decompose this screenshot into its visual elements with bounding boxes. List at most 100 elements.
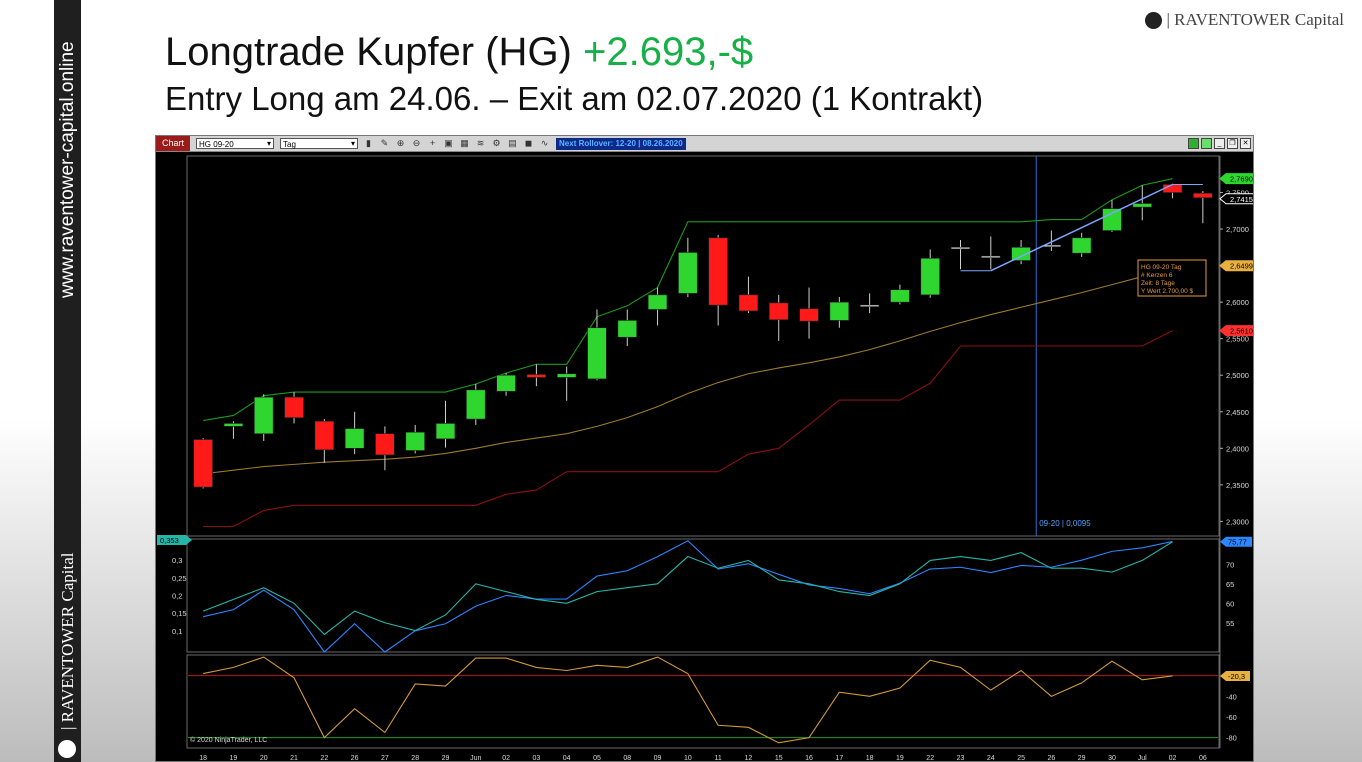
zoom-in-icon[interactable]: ⊕	[396, 138, 405, 148]
date-tick-label: 19	[230, 755, 238, 761]
chart-trader-icon[interactable]: ∿	[540, 138, 549, 148]
adx-tick-label: 0,25	[172, 574, 187, 583]
price-tick-label: 2,7500	[1226, 189, 1249, 198]
period-select[interactable]: Tag	[280, 138, 359, 149]
williams-tick-label: -40	[1226, 692, 1237, 701]
date-tick-label: 02	[1169, 755, 1177, 761]
price-chart[interactable]: 09-20 | 0,0095 HG 09-20 Tag# Kerzen 6Zeit…	[156, 152, 1253, 761]
restore-icon[interactable]: ❐	[1227, 138, 1238, 149]
panel-frame	[186, 654, 1220, 749]
candle-body	[1102, 208, 1122, 231]
candle-body	[617, 320, 637, 338]
date-tick-label: 04	[563, 755, 571, 761]
instrument-select[interactable]: HG 09-20	[196, 138, 275, 149]
date-tick-label: 28	[411, 755, 419, 761]
candle-body	[526, 374, 547, 378]
adx-value-flag	[157, 535, 192, 545]
candle-body	[556, 373, 577, 378]
candle-body	[223, 423, 244, 427]
draw-pencil-icon[interactable]: ✎	[380, 138, 389, 148]
date-tick-label: 19	[896, 755, 904, 761]
crosshair-icon[interactable]: +	[429, 138, 436, 148]
minimize-icon[interactable]: _	[1214, 138, 1225, 149]
date-tick-label: 22	[926, 755, 934, 761]
candle-body	[708, 237, 728, 306]
date-tick-label: 09	[654, 755, 662, 761]
date-tick-label: 06	[1199, 755, 1207, 761]
trade-annotation-line: # Kerzen 6	[1141, 272, 1173, 279]
date-tick-label: 20	[260, 755, 268, 761]
bar-type-icon[interactable]: ▮	[366, 138, 371, 148]
date-tick-label: 02	[502, 755, 510, 761]
candle-body	[587, 327, 607, 380]
price-flag	[1219, 260, 1253, 272]
candle-body	[647, 294, 668, 310]
price-flag	[1219, 325, 1253, 337]
date-tick-label: 16	[805, 755, 813, 761]
candle-body	[1193, 192, 1213, 198]
price-flag-label: 2,7415	[1230, 195, 1253, 204]
snapshot-icon[interactable]: ◼	[524, 138, 533, 148]
price-tick-label: 2,3500	[1226, 481, 1249, 490]
rsi-tick-label: 60	[1226, 599, 1234, 608]
adx-tick-label: 0,2	[172, 592, 182, 601]
date-tick-label: 26	[1047, 755, 1055, 761]
data-box-icon[interactable]: ▣	[444, 138, 453, 148]
templates-icon[interactable]: ▤	[508, 138, 517, 148]
chart-toolbar: Chart HG 09-20 Tag ▮ ✎ ⊕ ⊖ + ▣ ▦ ≋ ⚙ ▤ ◼…	[156, 136, 1253, 152]
candle-body	[496, 374, 516, 392]
zoom-out-icon[interactable]: ⊖	[412, 138, 421, 148]
price-flag-label: 2,6499	[1230, 262, 1253, 271]
website-url: www.raventower-capital.online	[56, 41, 78, 298]
price-flag	[1219, 173, 1253, 185]
properties-icon[interactable]: ▦	[460, 138, 469, 148]
candle-body	[769, 302, 789, 320]
chart-label: Chart	[156, 136, 191, 151]
candle-body	[950, 247, 971, 250]
candle-body	[344, 428, 365, 449]
date-tick-label: 18	[866, 755, 874, 761]
candle-body	[314, 420, 335, 451]
price-tick-label: 2,7000	[1226, 225, 1249, 234]
price-flag	[1219, 193, 1253, 205]
strategies-icon[interactable]: ⚙	[492, 138, 501, 148]
price-tick-label: 2,4000	[1226, 444, 1249, 453]
copyright: © 2020 NinjaTrader, LLC	[190, 736, 267, 744]
donchian-upper-line	[203, 178, 1173, 422]
rollover-label: 09-20 | 0,0095	[1039, 519, 1091, 528]
rollover-notice: Next Rollover: 12-20 | 08.26.2020	[556, 137, 686, 150]
chart-window[interactable]: Chart HG 09-20 Tag ▮ ✎ ⊕ ⊖ + ▣ ▦ ≋ ⚙ ▤ ◼…	[155, 135, 1254, 762]
rsi-value-label: 75,77	[1228, 538, 1247, 547]
candle-body	[435, 423, 456, 440]
price-tick-label: 2,3000	[1226, 517, 1249, 526]
indicators-icon[interactable]: ≋	[476, 138, 485, 148]
donchian-middle-line	[203, 268, 1173, 475]
date-tick-label: 24	[987, 755, 995, 761]
rsi-tick-label: 55	[1226, 619, 1234, 628]
date-tick-label: 23	[957, 755, 965, 761]
link-color-icon-2[interactable]	[1201, 138, 1212, 149]
header-logo-text: | RAVENTOWER Capital	[1166, 10, 1345, 29]
trade-annotation-line: HG 09-20 Tag	[1141, 264, 1182, 271]
candle-body	[1162, 184, 1183, 193]
candle-body	[981, 255, 1001, 258]
date-tick-label: 29	[1078, 755, 1086, 761]
price-tick-label: 2,5500	[1226, 335, 1249, 344]
link-color-icon[interactable]	[1188, 138, 1199, 149]
candle-body	[254, 396, 274, 434]
williams-tick-label: -60	[1226, 713, 1237, 722]
window-buttons: _ ❐ ✕	[1186, 138, 1251, 149]
date-tick-label: 25	[1017, 755, 1025, 761]
close-icon[interactable]: ✕	[1240, 138, 1251, 149]
donchian-lower-line	[203, 330, 1173, 528]
page-title: Longtrade Kupfer (HG) +2.693,-$	[165, 30, 753, 75]
adx-value-label: 0,353	[160, 536, 179, 545]
price-flag-label: 2,5610	[1230, 327, 1253, 336]
candle-body	[799, 308, 819, 322]
date-tick-label: 18	[199, 755, 207, 761]
panel-frame	[186, 538, 1220, 653]
date-tick-label: 29	[442, 755, 450, 761]
date-tick-label: 15	[775, 755, 783, 761]
candle-body	[1071, 237, 1092, 254]
trade-line	[990, 183, 1173, 272]
